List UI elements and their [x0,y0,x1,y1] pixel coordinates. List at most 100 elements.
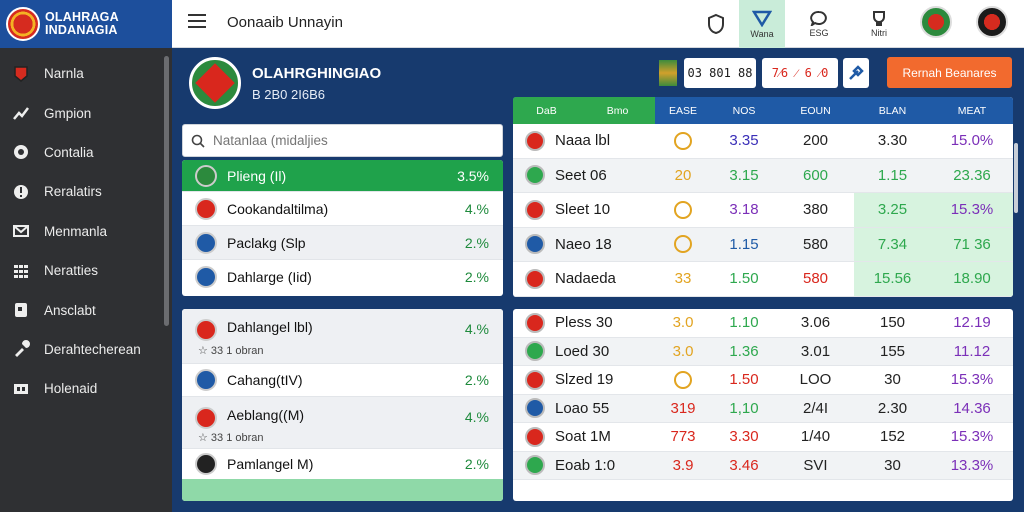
odds-cell[interactable]: 1,10 [729,399,759,417]
sidebar-item-narnla[interactable]: Narnla [0,54,172,93]
odds-cell[interactable]: 30 [884,371,901,389]
odds-cell[interactable]: 1/40 [800,428,831,446]
odds-cell[interactable]: 1.10 [729,314,759,332]
odds-cell[interactable]: 14.36 [953,399,991,417]
odds-cell[interactable]: 319 [670,399,696,417]
sidebar-item-menmanla[interactable]: Menmanla [0,212,172,251]
team-logo-icon[interactable] [920,6,952,38]
odds-cell[interactable]: 2.30 [877,399,908,417]
table-row[interactable]: Slzed 19 1.50 LOO 30 15.3% [513,366,1013,395]
user-avatar[interactable] [976,6,1008,38]
odds-cell[interactable]: 3.18 [729,201,759,219]
odds-cell[interactable]: 380 [802,201,829,219]
sidebar-item-contalia[interactable]: Contalia [0,133,172,172]
col-header[interactable]: Bmo [580,97,655,124]
table-row[interactable]: Pless 30 3.0 1.10 3.06 150 12.19 [513,309,1013,338]
cta-button[interactable]: Rernah Beanares [887,57,1012,88]
tools-icon[interactable] [843,58,869,88]
team-row[interactable]: Plieng (Il) 3.5% [182,160,503,192]
odds-cell[interactable]: 3.9 [672,456,694,474]
col-header[interactable]: MEAT [957,104,987,117]
odds-cell[interactable]: 15.56 [854,262,931,296]
brand[interactable]: OLAHRAGA INDANAGIA [0,0,172,48]
odds-cell[interactable]: 1.50 [729,371,759,389]
odds-cell[interactable]: 3.30 [877,132,908,150]
odds-cell[interactable]: 1.50 [729,270,759,288]
shield-icon[interactable] [693,0,739,48]
col-header[interactable]: BLAN [878,104,907,117]
odds-cell[interactable]: 200 [802,132,829,150]
col-header[interactable]: NOS [732,104,756,117]
odds-cell[interactable]: 71 36 [931,227,1013,261]
odds-cell[interactable]: 600 [802,166,829,184]
odds-cell[interactable]: 15.3% [931,193,1013,227]
odds-cell[interactable]: 1.15 [877,166,908,184]
odds-cell[interactable]: 30 [884,456,901,474]
table-row[interactable]: Seet 06 20 3.15 600 1.15 23.36 [513,158,1013,193]
sidebar-item-ansclabt[interactable]: Ansclabt [0,290,172,329]
team-row[interactable]: Dahlarge (Iid) 2.% [182,260,503,294]
table-row[interactable]: Naaa lbl 3.35 200 3.30 15.0% [513,124,1013,159]
odds-cell[interactable]: 3.35 [729,132,759,150]
odds-cell[interactable]: 15.0% [950,132,994,150]
odds-cell[interactable]: 18.90 [931,262,1013,296]
sidebar-item-reralatirs[interactable]: Reralatirs [0,172,172,211]
odds-cell[interactable]: 3.15 [729,166,759,184]
odds-cell[interactable]: 773 [670,428,696,446]
check-shield-button[interactable]: Wana [739,0,785,48]
odds-cell[interactable]: 3.06 [800,314,831,332]
odds-cell[interactable]: 3.46 [729,456,759,474]
col-header[interactable]: DaB [513,97,580,124]
odds-cell[interactable]: SVI [803,456,828,474]
odds-cell[interactable]: 3.30 [729,428,759,446]
team-row[interactable]: Paclakg (Slp 2.% [182,226,503,260]
team-row[interactable]: Cahang(tIV) 2.% [182,364,503,397]
chat-button[interactable]: ESG [796,0,842,48]
odds-cell[interactable]: 20 [674,166,692,184]
table-scrollbar[interactable] [1014,143,1018,213]
odds-cell[interactable]: 15.3% [950,371,994,389]
odds-cell[interactable]: LOO [799,371,832,389]
team-pct: 2.% [464,456,489,472]
table-row[interactable]: Soat 1M 773 3.30 1/40 152 15.3% [513,423,1013,452]
table-row[interactable]: Sleet 10 3.18 380 3.25 15.3% [513,193,1013,228]
odds-cell[interactable]: 580 [802,270,829,288]
menu-icon[interactable] [188,14,206,28]
odds-cell[interactable]: 3.0 [672,342,694,360]
sidebar-item-holenaid[interactable]: Holenaid [0,369,172,408]
odds-cell[interactable]: 7.34 [854,227,931,261]
table-row[interactable]: Loed 30 3.0 1.36 3.01 155 11.12 [513,337,1013,366]
table-row[interactable]: Nadaeda 33 1.50 580 15.56 18.90 [513,262,1013,297]
team-row[interactable]: Dahlangel lbl) 4.% ☆ 33 1 obran [182,309,503,364]
table-row[interactable]: Eoab 1:0 3.9 3.46 SVI 30 13.3% [513,451,1013,480]
col-header[interactable]: EOUN [800,104,831,117]
col-header[interactable]: EASE [668,104,697,117]
odds-cell[interactable]: 152 [879,428,906,446]
odds-cell[interactable]: 150 [879,314,906,332]
team-row[interactable]: Cookandaltilma) 4.% [182,192,503,226]
odds-cell[interactable]: 12.19 [953,314,991,332]
odds-cell[interactable]: 2/4I [802,399,829,417]
sidebar-item-neratties[interactable]: Neratties [0,251,172,290]
odds-cell[interactable]: 1.36 [729,342,759,360]
team-row[interactable]: Pamlangel M) 2.% [182,449,503,479]
odds-cell[interactable]: 23.36 [953,166,991,184]
odds-cell[interactable]: 15.3% [950,428,994,446]
sidebar-scrollbar[interactable] [164,56,169,326]
table-row[interactable]: Naeo 18 1.15 580 7.34 71 36 [513,227,1013,262]
odds-cell[interactable]: 13.3% [950,456,994,474]
trophy-button[interactable]: Nitri [856,0,902,48]
search-input[interactable] [213,133,493,148]
odds-cell[interactable]: 155 [879,342,906,360]
odds-cell[interactable]: 3.01 [800,342,831,360]
sidebar-item-gmpion[interactable]: Gmpion [0,93,172,132]
odds-cell[interactable]: 1.15 [729,235,759,253]
odds-cell[interactable]: 33 [674,270,692,288]
team-row[interactable]: Aeblang((M) 4.% ☆ 33 1 obran [182,397,503,449]
odds-cell[interactable]: 3.0 [672,314,694,332]
odds-cell[interactable]: 3.25 [854,193,931,227]
odds-cell[interactable]: 11.12 [953,342,991,360]
odds-cell[interactable]: 580 [802,235,829,253]
table-row[interactable]: Loao 55 319 1,10 2/4I 2.30 14.36 [513,394,1013,423]
sidebar-item-derahtecherean[interactable]: Derahtecherean [0,330,172,369]
